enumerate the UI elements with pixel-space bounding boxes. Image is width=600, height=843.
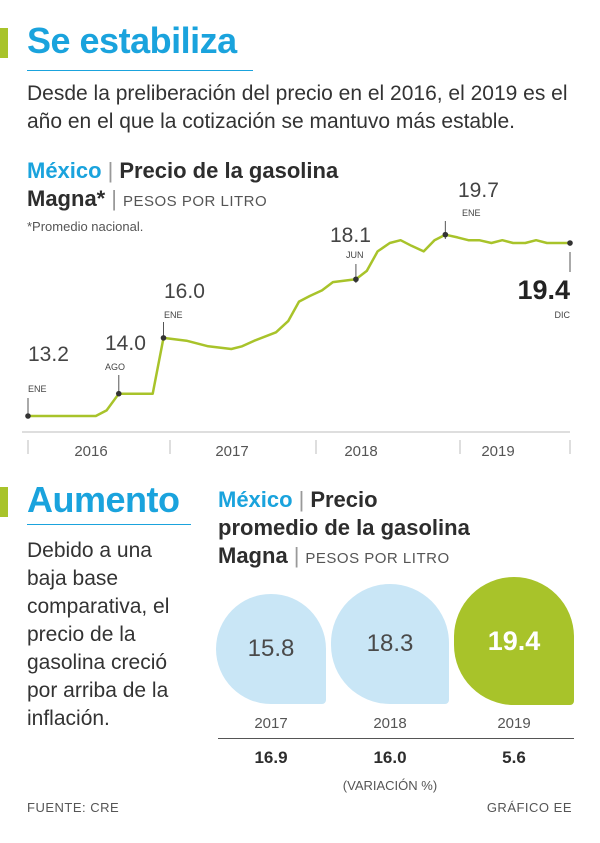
x-tick-label: 2016 <box>74 443 107 460</box>
chart-unit: PESOS POR LITRO <box>305 550 450 567</box>
annotation-value: 16.0 <box>164 280 205 303</box>
section2-title: Aumento <box>27 479 180 520</box>
chart-title-line2: promedio de la gasolina <box>218 515 470 540</box>
heading-separator: | <box>107 158 114 183</box>
annotation-value: 14.0 <box>105 332 146 355</box>
title-underline <box>27 70 253 71</box>
credit-text: GRÁFICO EE <box>486 800 572 815</box>
intro-text: Desde la preliberación del precio en el … <box>27 82 568 133</box>
annotation-month: JUN <box>346 250 364 260</box>
variation-value: 16.0 <box>373 748 407 767</box>
section-accent-bar <box>0 487 8 517</box>
chart-title-line1: Precio <box>310 487 378 512</box>
chart-unit: PESOS POR LITRO <box>122 193 268 210</box>
variation-value: 16.9 <box>254 748 288 767</box>
chart-title-line1: Precio de la gasolina <box>119 158 339 183</box>
title-underline <box>27 524 191 525</box>
variation-label: (VARIACIÓN %) <box>342 778 438 793</box>
heading-separator: | <box>298 487 305 512</box>
price-series-line <box>28 233 570 418</box>
chart-country-label: México <box>27 158 102 183</box>
chart-title-line2: Magna* <box>27 186 106 211</box>
annotation-point <box>353 276 359 283</box>
aumento-text: Debido a una baja base comparativa, el p… <box>27 539 170 730</box>
bubble-chart-heading: México | Precio promedio de la gasolina Ma… <box>218 486 578 573</box>
year-label: 2019 <box>497 715 531 732</box>
annotation-month: ENE <box>462 208 481 218</box>
bubble-value: 18.3 <box>366 630 414 657</box>
x-tick-label: 2018 <box>344 443 377 460</box>
heading-separator: | <box>111 186 117 211</box>
year-label: 2017 <box>254 715 288 732</box>
price-line-chart: 2016 2017 2018 2019 13.2 ENE 14.0 AGO 16.0 ENE 18.… <box>22 179 573 460</box>
x-tick-label: 2017 <box>215 443 248 460</box>
bubble-2018: 18.3 <box>331 584 449 704</box>
line-chart-heading: México | Precio de la gasolina Magna* | PESO… <box>27 157 447 216</box>
annotation-value: 13.2 <box>28 343 69 366</box>
section-accent-bar <box>0 28 8 58</box>
annotation-month: ENE <box>28 384 47 394</box>
section-title: Se estabiliza <box>27 20 237 61</box>
annotation-point <box>567 240 573 246</box>
annotation-month: AGO <box>105 362 125 372</box>
annotation-point <box>25 413 31 419</box>
annotation-point <box>160 335 167 341</box>
chart-title-line3: Magna <box>218 543 288 568</box>
bubble-2019: 19.4 <box>454 577 574 705</box>
chart-footnote: *Promedio nacional. <box>27 219 144 234</box>
variation-value: 5.6 <box>502 748 526 767</box>
annotation-value: 19.4 <box>517 275 570 305</box>
annotation-value: 18.1 <box>330 224 371 247</box>
bubble-value: 15.8 <box>247 635 295 662</box>
bubble-value: 19.4 <box>487 625 541 656</box>
annotation-point <box>115 390 122 397</box>
chart-country-label: México <box>218 487 293 512</box>
year-label: 2018 <box>373 715 407 732</box>
bubble-2017: 15.8 <box>216 594 326 704</box>
annotation-value: 19.7 <box>458 179 499 202</box>
annotation-month: ENE <box>164 310 183 320</box>
bubbles-divider <box>218 738 574 739</box>
annotation-month: DIC <box>555 310 571 320</box>
source-text: FUENTE: CRE <box>27 800 120 815</box>
x-tick-label: 2019 <box>481 443 514 460</box>
heading-separator: | <box>293 543 300 568</box>
annotation-point <box>442 231 449 238</box>
